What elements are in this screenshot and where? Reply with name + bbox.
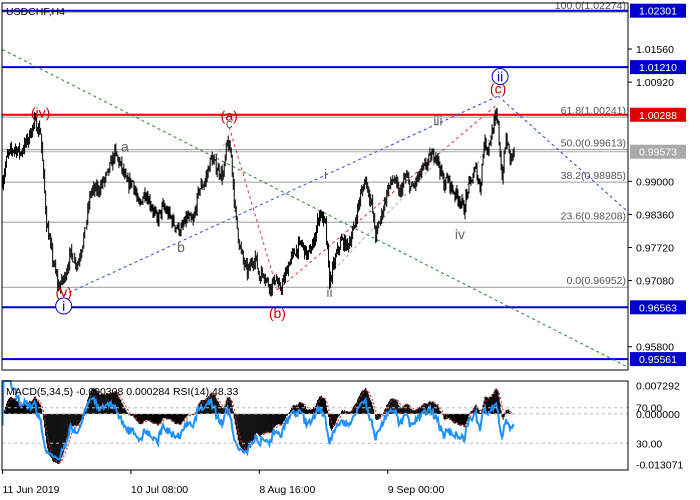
- fib-level-label: 50.0(0.99613): [561, 138, 626, 150]
- wave-circle: [491, 68, 509, 86]
- trend-line: [63, 95, 499, 296]
- fib-level-label: 23.6(0.98208): [561, 210, 626, 222]
- price-axis-label: 0.99000: [636, 176, 674, 188]
- price-axis-label: 1.01560: [636, 44, 674, 56]
- indicator-panel-frame: [1, 380, 629, 471]
- price-level-badge: [630, 107, 686, 122]
- time-axis-label: 10 Jul 08:00: [131, 484, 188, 496]
- wave-label: i: [62, 298, 65, 314]
- price-axis-label: 0.97080: [636, 276, 674, 288]
- rsi-axis-label: 70.00: [636, 403, 662, 415]
- trend-line: [329, 160, 439, 275]
- wave-label: ii: [497, 69, 503, 85]
- price-level-label: 1.02301: [639, 6, 677, 18]
- wave-label: iii: [433, 112, 442, 128]
- wave-label: (a): [221, 107, 238, 123]
- price-level-badge: [630, 3, 686, 18]
- fib-level-label: 38.2(0.98985): [561, 170, 626, 182]
- wave-label: (b): [269, 305, 286, 321]
- wave-circle: [55, 297, 73, 315]
- trend-line: [228, 126, 278, 291]
- price-axis-label: 0.95800: [636, 342, 674, 354]
- price-level-label: 0.95561: [639, 354, 677, 366]
- trend-line: [2, 49, 629, 368]
- price-axis-label: 0.98360: [636, 209, 674, 221]
- price-level-badge: [630, 60, 686, 75]
- time-axis-label: 11 Jun 2019: [3, 484, 60, 496]
- fib-level-label: 0.0(0.96952): [566, 275, 626, 287]
- trend-line: [497, 95, 629, 213]
- price-level-badge: [630, 300, 686, 315]
- macd-axis-label: -0.013071: [636, 459, 683, 471]
- time-axis-label: 8 Aug 16:00: [259, 484, 315, 496]
- price-axis-label: 0.97720: [636, 242, 674, 254]
- price-axis-label: 1.00920: [636, 77, 674, 89]
- wave-label: iv: [455, 226, 465, 242]
- wave-label: b: [177, 239, 185, 255]
- macd-axis-label: 0.000000: [636, 409, 680, 421]
- rsi-axis-label: 30.00: [636, 438, 662, 450]
- symbol-label: USDCHF,H4: [6, 6, 65, 18]
- price-level-badge: [630, 352, 686, 367]
- rsi-line: [1, 380, 515, 461]
- wave-label: ii: [326, 284, 332, 300]
- wave-label: (iv): [31, 105, 50, 121]
- indicator-label: MACD(5,34,5) -0.000308 0.000284 RSI(14) …: [6, 386, 238, 398]
- price-level-label: 1.01210: [639, 62, 677, 74]
- price-panel-frame: [1, 2, 629, 371]
- price-level-label: 1.00288: [639, 110, 677, 122]
- time-axis-label: 9 Sep 00:00: [388, 484, 445, 496]
- price-level-badge: [630, 144, 686, 159]
- macd-axis-label: 0.007292: [636, 381, 680, 393]
- wave-label: i: [324, 166, 327, 182]
- wave-label: c: [226, 115, 233, 131]
- price-level-label: 0.96563: [639, 302, 677, 314]
- wave-label: (v): [56, 284, 72, 300]
- wave-label: a: [121, 138, 129, 154]
- price-level-label: 0.99573: [639, 147, 677, 159]
- trend-line: [277, 103, 499, 291]
